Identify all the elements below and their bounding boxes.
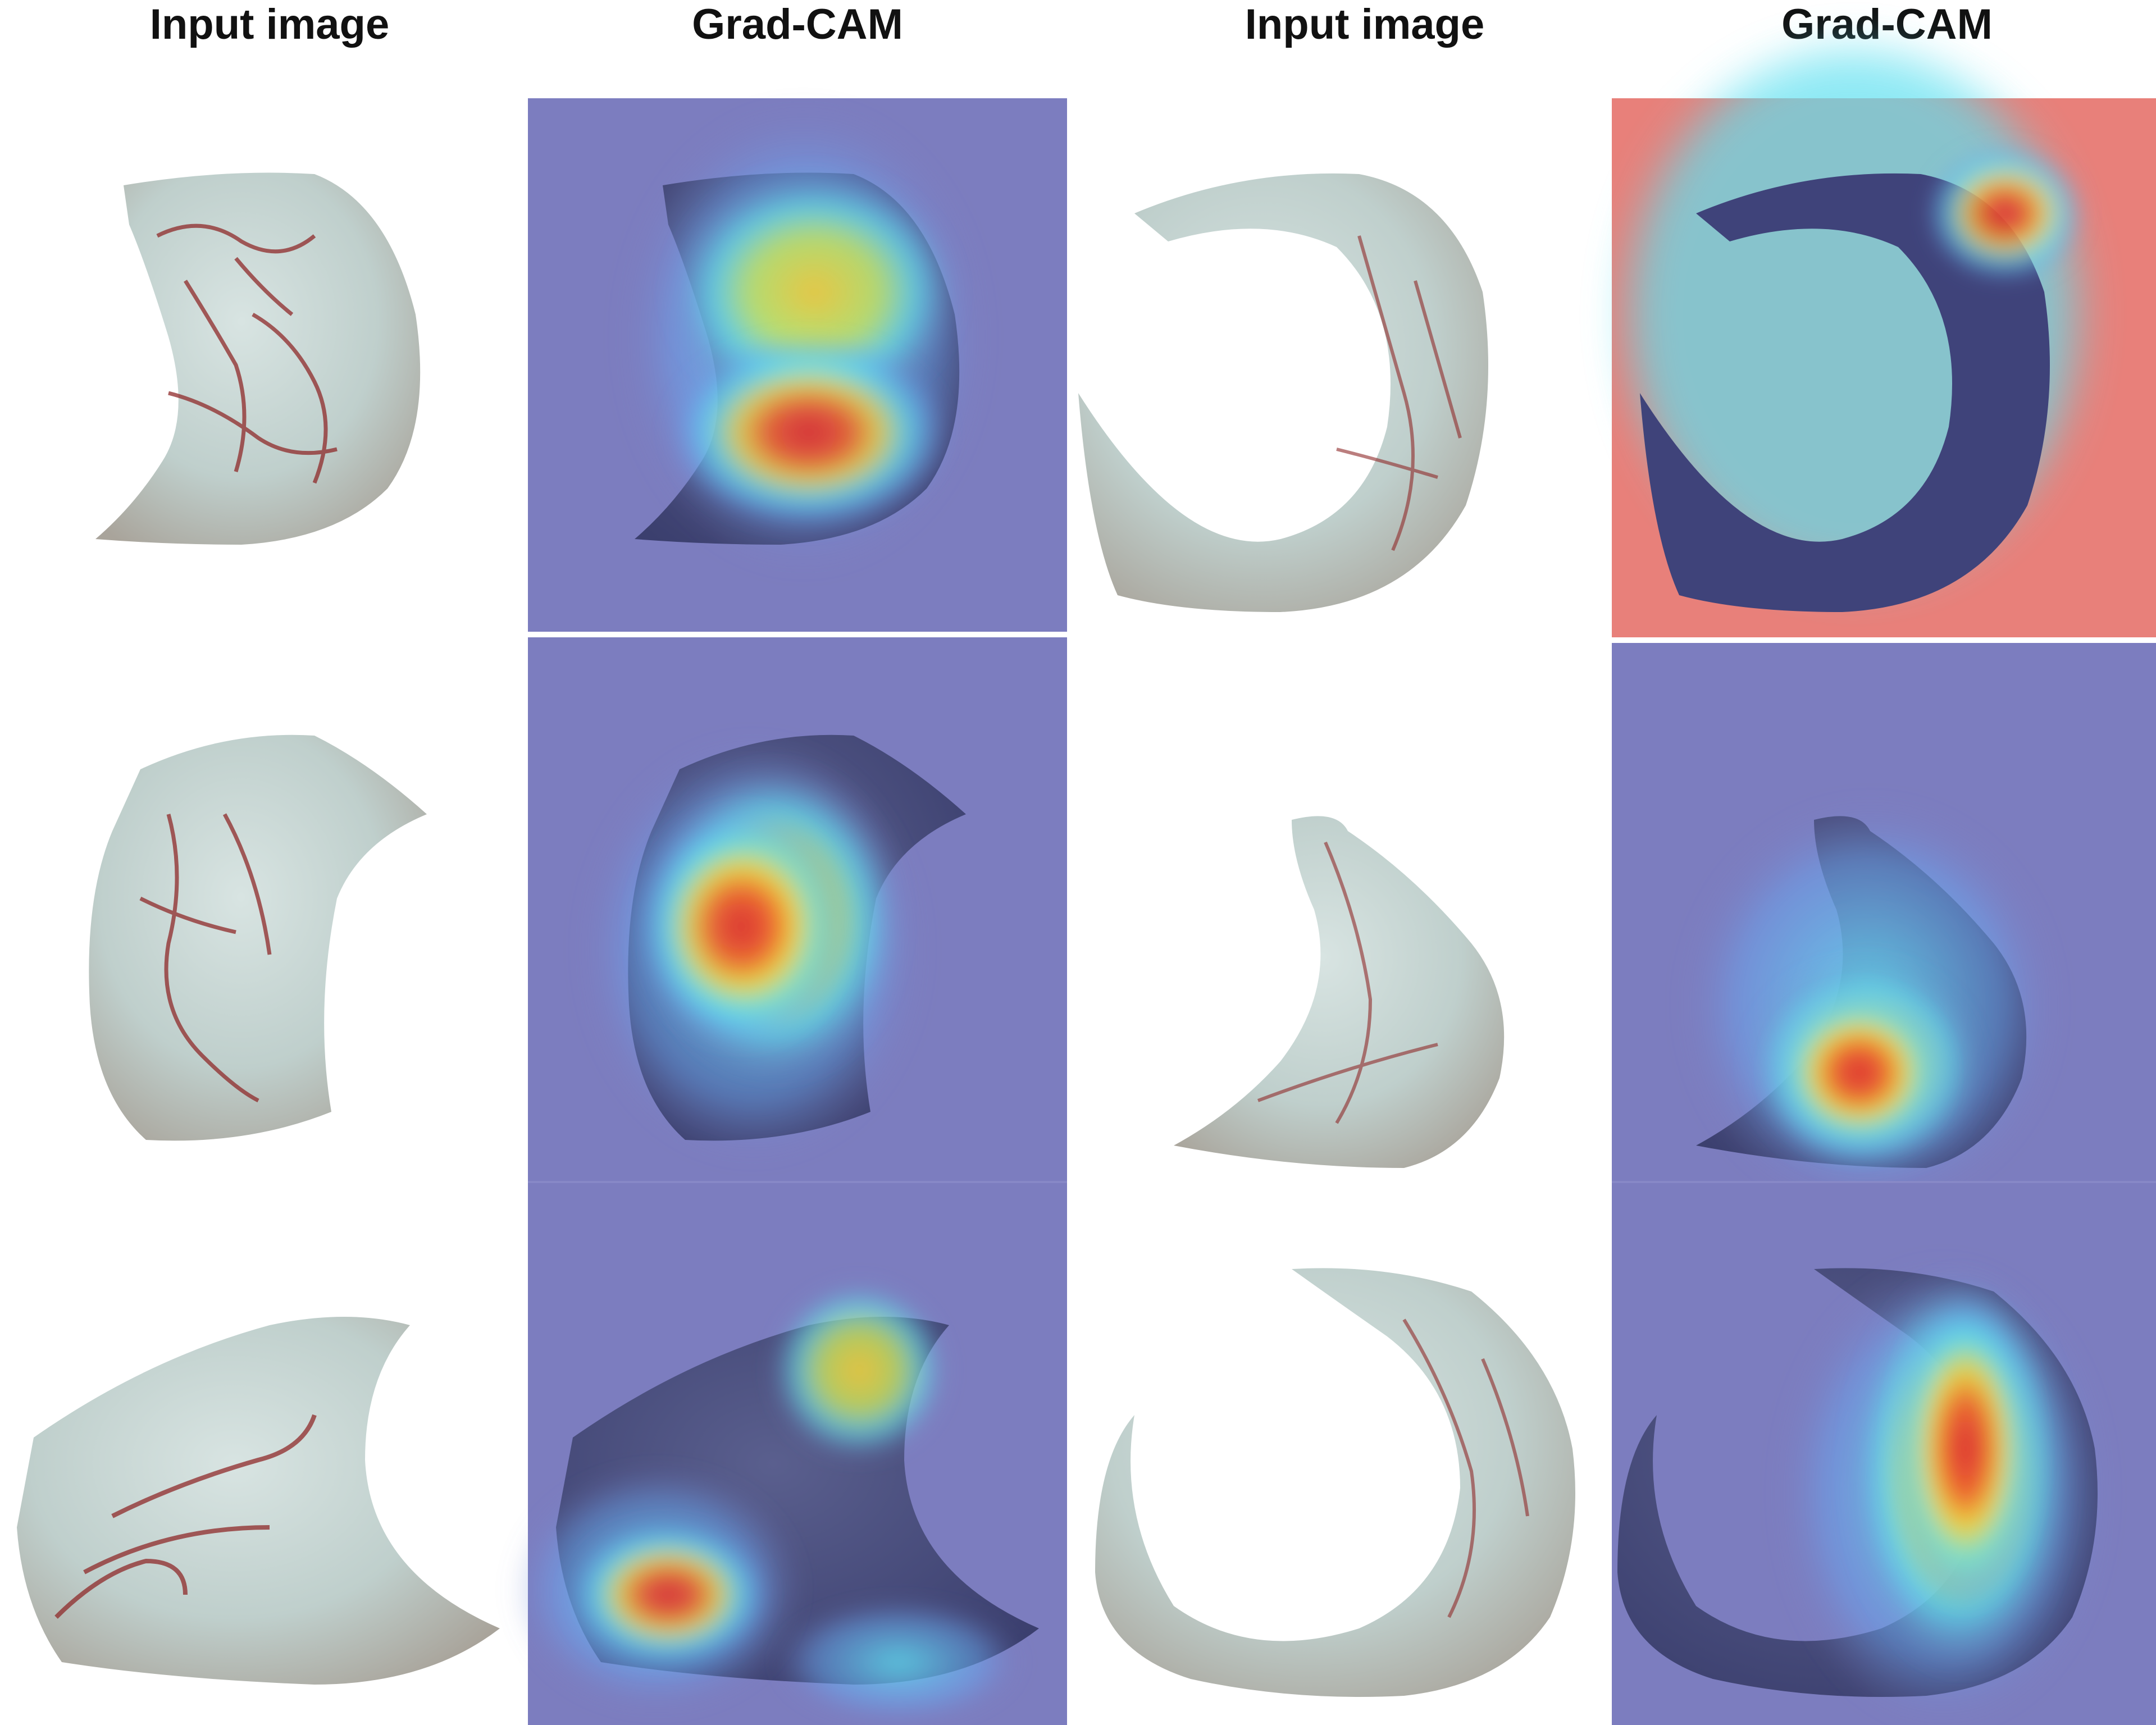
panel-r2c1-input-image (89, 734, 427, 1141)
panel-r2c2-grad-cam (528, 637, 1067, 1182)
panel-r1c2-grad-cam (528, 98, 1067, 632)
header-input-image-1: Input image (149, 1, 390, 48)
panel-r2c4-grad-cam (1612, 643, 2156, 1213)
panel-r2c3-input-image (1174, 816, 1505, 1168)
header-grad-cam-1: Grad-CAM (692, 1, 903, 48)
panel-r1c3-input-image (1078, 173, 1488, 612)
panel-r3c4-grad-cam (1612, 1182, 2156, 1725)
panel-r3c3-input-image (1095, 1268, 1575, 1697)
header-input-image-2: Input image (1245, 1, 1485, 48)
panel-r1c4-grad-cam (1612, 51, 2156, 637)
panel-r3c2-grad-cam (511, 1182, 1067, 1725)
panel-r3c1-input-image (17, 1317, 500, 1685)
panel-r1c1-input-image (95, 172, 421, 545)
header-grad-cam-2: Grad-CAM (1781, 1, 1993, 48)
